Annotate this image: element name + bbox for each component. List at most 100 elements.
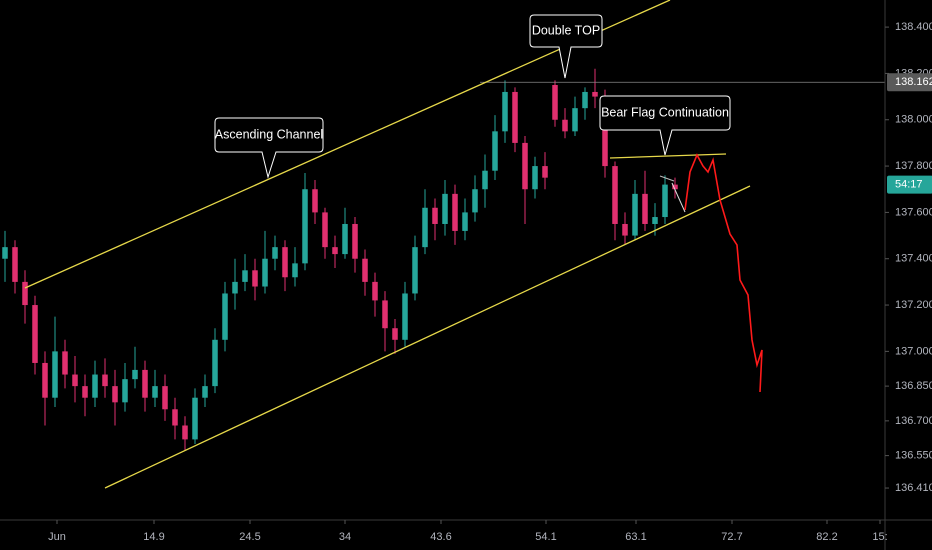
candle-body <box>152 386 158 398</box>
callout-box <box>599 95 731 156</box>
candle-body <box>402 293 408 340</box>
callout-box <box>214 117 324 179</box>
y-tick-label: 137.000 <box>895 345 932 357</box>
candle-body <box>232 281 238 294</box>
candle-body <box>132 369 138 380</box>
candle-body <box>432 207 438 224</box>
candle-body <box>362 258 368 282</box>
y-tick-label: 137.200 <box>895 299 932 311</box>
candle-body <box>592 91 598 97</box>
candle-body <box>222 293 228 340</box>
candle-body <box>612 166 618 224</box>
candle-body <box>102 374 108 387</box>
y-tick-label: 138.400 <box>895 21 932 33</box>
candle-body <box>672 184 678 190</box>
candle-body <box>632 193 638 236</box>
callout-label: Double TOP <box>532 23 600 37</box>
candle-body <box>92 374 98 398</box>
candle-body <box>442 193 448 224</box>
last-price-label: 138.162 <box>895 76 932 88</box>
candle-body <box>172 409 178 426</box>
x-tick-label: 34 <box>339 531 351 543</box>
candle-body <box>552 85 558 120</box>
x-tick-label: 63.1 <box>625 531 646 543</box>
candle-body <box>492 131 498 171</box>
y-tick-label: 136.550 <box>895 450 932 462</box>
callout-label: Ascending Channel <box>215 127 323 141</box>
x-tick-label: 14.9 <box>143 531 164 543</box>
candle-body <box>12 247 18 282</box>
candle-body <box>252 270 258 287</box>
x-tick-label: 15: <box>872 531 887 543</box>
candle-body <box>452 193 458 231</box>
candle-body <box>422 207 428 248</box>
candle-body <box>582 91 588 109</box>
candle-body <box>512 91 518 143</box>
y-tick-label: 137.400 <box>895 253 932 265</box>
x-tick-label: 72.7 <box>721 531 742 543</box>
candle-body <box>32 305 38 363</box>
y-tick-label: 138.000 <box>895 114 932 126</box>
drawings: Ascending Channel Double TOP Bear Flag C… <box>24 0 763 489</box>
candle-body <box>212 339 218 387</box>
candle-body <box>282 247 288 278</box>
candle-body <box>162 386 168 410</box>
y-tick-label: 137.800 <box>895 160 932 172</box>
candle-body <box>292 263 298 278</box>
plot-area <box>2 68 885 451</box>
countdown-box <box>887 175 932 194</box>
candle-body <box>472 189 478 213</box>
x-tick-label: 24.5 <box>239 531 260 543</box>
candle-body <box>562 119 568 132</box>
last-price-box <box>887 73 932 92</box>
candle-body <box>572 108 578 132</box>
candle-body <box>202 386 208 398</box>
candle-body <box>462 212 468 231</box>
candle-body <box>242 270 248 282</box>
candle-body <box>392 328 398 340</box>
flag-top <box>609 153 727 159</box>
candle-body <box>112 386 118 403</box>
candle-body <box>482 170 488 190</box>
candle-body <box>622 223 628 236</box>
axes: 138.400138.200138.000137.800137.600137.4… <box>48 21 932 543</box>
arrow <box>671 182 686 213</box>
candle-body <box>642 193 648 224</box>
candle-body <box>342 223 348 255</box>
candle-body <box>542 166 548 178</box>
candle-body <box>502 91 508 132</box>
candle-body <box>602 96 608 167</box>
candle-body <box>372 281 378 301</box>
candle-body <box>52 351 58 398</box>
candle-body <box>382 300 388 329</box>
candle-body <box>302 189 308 264</box>
y-tick-label: 136.850 <box>895 380 932 392</box>
countdown-label: 54:17 <box>895 179 923 191</box>
y-tick-label: 136.700 <box>895 415 932 427</box>
callout-label: Bear Flag Continuation <box>601 105 729 119</box>
candle-body <box>142 369 148 398</box>
candle-body <box>42 362 48 398</box>
candle-body <box>352 223 358 259</box>
arrow <box>659 175 675 182</box>
candle-body <box>322 212 328 248</box>
y-tick-label: 136.410 <box>895 482 932 494</box>
x-tick-label: 82.2 <box>816 531 837 543</box>
candle-body <box>522 142 528 190</box>
candle-body <box>412 247 418 294</box>
projection <box>684 153 763 393</box>
candle-body <box>272 247 278 259</box>
candle-body <box>312 189 318 213</box>
candle-body <box>192 397 198 440</box>
candle-body <box>72 374 78 387</box>
candle-body <box>62 351 68 375</box>
candle-body <box>182 425 188 440</box>
x-tick-label: 43.6 <box>430 531 451 543</box>
candle-body <box>82 386 88 398</box>
candle-body <box>262 258 268 287</box>
y-tick-label: 137.600 <box>895 206 932 218</box>
x-tick-label: 54.1 <box>535 531 556 543</box>
channel-lower <box>104 185 751 489</box>
candle-body <box>332 247 338 255</box>
